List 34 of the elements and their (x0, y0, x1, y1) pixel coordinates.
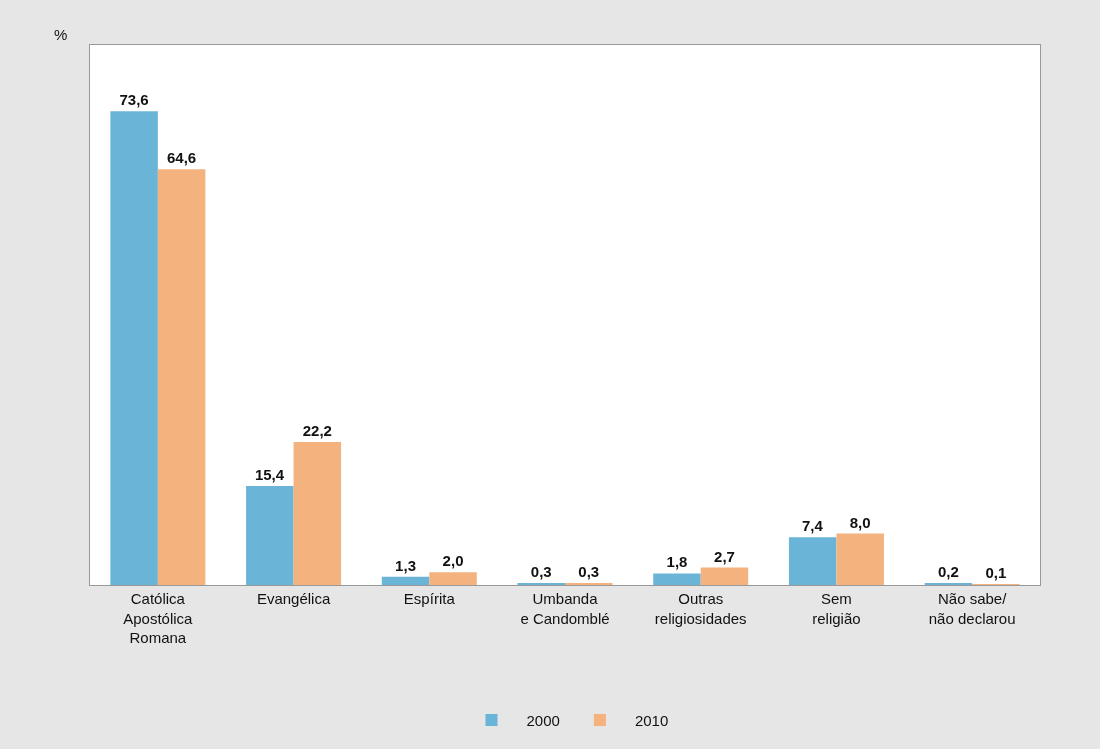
data-label: 0,1 (985, 564, 1007, 581)
x-tick-label: Outras religiosidades (654, 590, 747, 627)
data-label: 7,4 (801, 517, 824, 535)
x-tick-label: Não sabe/ não declarou (928, 590, 1016, 627)
bar (788, 537, 837, 585)
data-label: 2,0 (442, 552, 464, 570)
bar (429, 572, 477, 585)
data-label: 2,7 (714, 547, 735, 565)
data-label: 1,3 (395, 556, 416, 574)
data-label: 0,2 (937, 563, 959, 580)
data-label: 0,3 (530, 563, 552, 580)
data-label: 0,3 (578, 563, 600, 580)
bar (293, 442, 342, 585)
x-tick-label: Católica Apostólica Romana (123, 590, 194, 646)
data-label: 73,6 (119, 91, 149, 109)
bar (836, 533, 884, 585)
bar (381, 576, 430, 585)
data-label: 15,4 (254, 465, 285, 483)
data-label: 1,8 (666, 553, 688, 571)
x-tick-label: Espírita (403, 590, 456, 607)
data-label: 8,0 (849, 513, 871, 531)
bar (246, 485, 294, 585)
data-label: 22,2 (302, 422, 332, 440)
legend-label: 2010 (634, 711, 669, 729)
data-label: 64,6 (167, 149, 197, 167)
y-axis-title: % (54, 26, 68, 43)
x-tick-label: Evangélica (256, 590, 331, 607)
bar (700, 567, 749, 585)
bar (157, 169, 206, 585)
bar (653, 573, 701, 585)
x-tick-label: Sem religião (812, 590, 861, 627)
bar (110, 111, 158, 585)
legend-label: 2000 (526, 711, 560, 729)
x-tick-label: Umbanda e Candomblé (520, 590, 610, 627)
